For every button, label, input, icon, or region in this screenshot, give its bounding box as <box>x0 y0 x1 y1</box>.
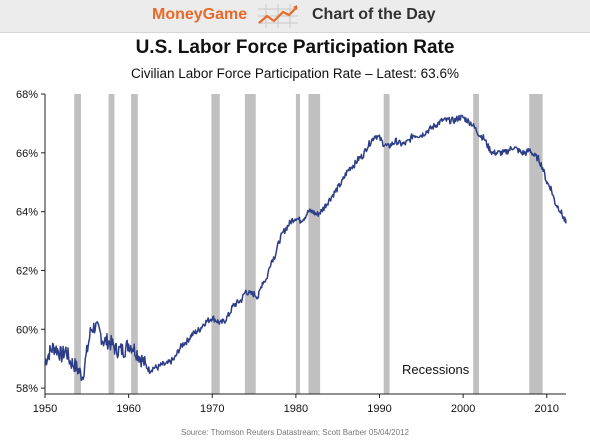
recession-band <box>108 94 115 394</box>
recession-band <box>211 94 220 394</box>
recession-band <box>74 94 81 394</box>
y-tick-label: 62% <box>16 265 38 277</box>
y-tick-label: 66% <box>16 148 38 160</box>
rising-chart-icon <box>258 4 298 28</box>
y-tick-label: 68% <box>16 89 38 101</box>
recession-band <box>131 94 138 394</box>
x-tick-label: 1970 <box>200 403 224 415</box>
recession-band <box>529 94 543 394</box>
y-tick-label: 58% <box>16 383 38 395</box>
x-tick-label: 1960 <box>116 403 140 415</box>
recession-band <box>244 94 256 394</box>
chart-subtitle: Civilian Labor Force Participation Rate … <box>131 66 459 81</box>
x-tick-label: 2010 <box>535 403 559 415</box>
x-tick-label: 1980 <box>284 403 308 415</box>
recession-band <box>383 94 390 394</box>
x-tick-label: 1950 <box>33 403 57 415</box>
x-tick-label: 1990 <box>367 403 391 415</box>
section-label: Chart of the Day <box>312 6 436 23</box>
participation-rate-line <box>44 114 567 382</box>
x-tick-label: 2000 <box>451 403 475 415</box>
recession-band <box>295 94 301 394</box>
recession-band <box>473 94 480 394</box>
recessions-label: Recessions <box>402 362 470 377</box>
header-bar: MoneyGame Chart of the Day <box>0 0 590 33</box>
recession-band <box>308 94 321 394</box>
source-note: Source: Thomson Reuters Datastream; Scot… <box>181 428 409 437</box>
y-tick-label: 60% <box>16 324 38 336</box>
y-tick-label: 64% <box>16 207 38 219</box>
chart-title: U.S. Labor Force Participation Rate <box>135 37 455 58</box>
brand-name[interactable]: MoneyGame <box>152 6 248 23</box>
